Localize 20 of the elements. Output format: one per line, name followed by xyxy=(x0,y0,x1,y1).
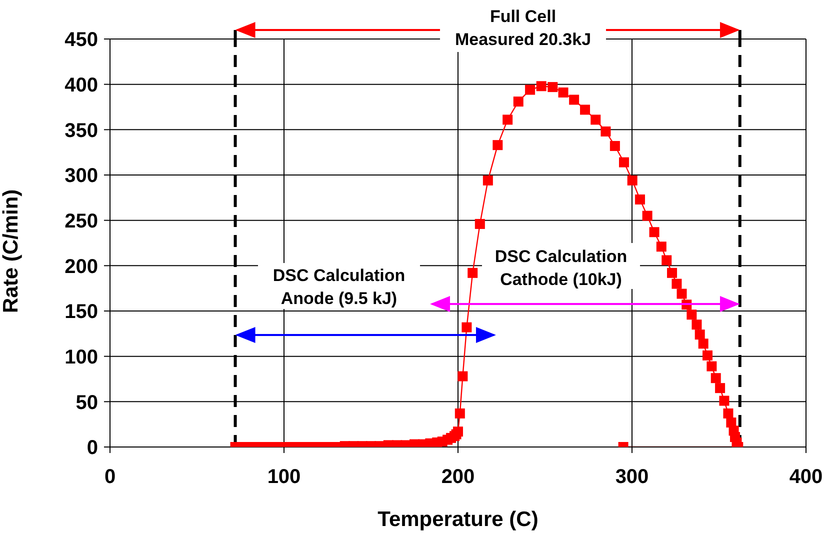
y-tick-label: 250 xyxy=(64,210,98,232)
y-tick-label: 50 xyxy=(76,392,98,414)
x-tick-label: 200 xyxy=(441,466,475,488)
y-tick-label: 350 xyxy=(64,120,98,142)
y-tick-label: 200 xyxy=(64,256,98,278)
annotation: DSC Calculation Anode (9.5 kJ) xyxy=(272,266,406,308)
y-tick-label: 150 xyxy=(64,301,98,324)
y-tick-label: 0 xyxy=(86,437,98,460)
x-tick-label: 0 xyxy=(104,466,116,488)
y-tick-label: 450 xyxy=(64,29,98,52)
x-tick-label: 300 xyxy=(615,466,649,488)
x-axis-title: Temperature (C) xyxy=(378,508,538,531)
y-axis-title: Rate (C/min) xyxy=(0,189,22,313)
x-tick-label: 100 xyxy=(267,466,301,488)
y-tick-label: 100 xyxy=(64,346,98,368)
annotation: Full Cell Measured 20.3kJ xyxy=(454,7,592,49)
y-tick-label: 400 xyxy=(64,74,98,96)
y-tick-label: 300 xyxy=(64,165,98,188)
annotation: DSC Calculation Cathode (10kJ) xyxy=(494,247,628,289)
x-tick-label: 400 xyxy=(789,466,823,488)
